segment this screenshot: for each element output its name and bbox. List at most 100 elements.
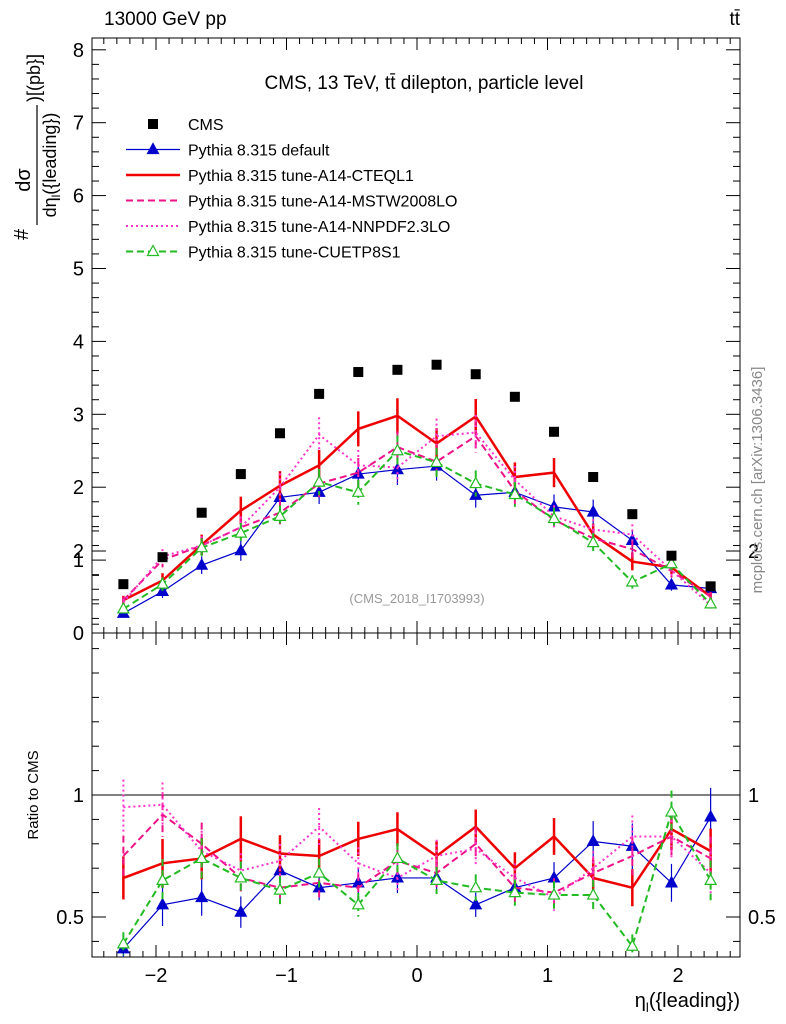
legend-label: Pythia 8.315 tune-A14-MSTW2008LO [188, 194, 457, 211]
cms-data-point [705, 581, 716, 592]
triangle-marker [664, 875, 678, 888]
x-tick-label: 1 [542, 965, 553, 987]
triangle-marker [156, 873, 170, 885]
ratio-tick-label-right: 2 [748, 541, 759, 563]
triangle-marker [547, 511, 561, 524]
mcplots-label: mcplots.cern.ch [arXiv:1306.3436] [749, 367, 766, 594]
legend: CMS Pythia 8.315 default Pythia 8.315 tune… [126, 117, 457, 262]
y-tick-label: 0 [73, 623, 84, 645]
cms-data-point [274, 428, 285, 439]
legend-label: Pythia 8.315 tune-A14-NNPDF2.3LO [188, 219, 450, 236]
triangle-marker [508, 487, 522, 500]
series-line [122, 813, 712, 894]
series-line [122, 414, 712, 602]
legend-entry: CMS [148, 117, 224, 134]
triangle-marker [116, 936, 130, 949]
chart-title: CMS, 13 TeV, tt̄ dilepton, particle leve… [265, 73, 584, 94]
x-tick-label: −1 [275, 965, 298, 987]
y-tick-label: 7 [73, 113, 84, 135]
triangle-marker [234, 904, 248, 917]
x-tick-label: 0 [411, 965, 422, 987]
cms-data-point [627, 509, 638, 520]
header-right: tt̄ [729, 9, 740, 30]
triangle-marker [508, 885, 522, 898]
x-axis-label: ηl({leading}) [635, 990, 740, 1015]
y-label-units: )[(pb}] [24, 54, 44, 102]
triangle-marker [351, 897, 365, 910]
y-tick-label: 6 [73, 186, 84, 208]
ratio-tick-label-left: 0.5 [56, 907, 84, 929]
ratio-series-pythia-8-315-default [116, 787, 718, 957]
legend-label: Pythia 8.315 tune-CUETP8S1 [188, 245, 401, 262]
triangle-marker [234, 870, 248, 883]
data-marks [116, 359, 718, 957]
triangle-marker [234, 543, 248, 556]
legend-entry: Pythia 8.315 tune-CUETP8S1 [126, 244, 401, 262]
y-label-denominator: dηl({leading}) [40, 113, 63, 218]
x-tick-label: 2 [672, 965, 683, 987]
x-tick-label: −2 [145, 965, 168, 987]
y-label-numerator: dσ [13, 168, 35, 192]
triangle-marker [664, 804, 678, 817]
series-line [122, 434, 712, 601]
header-left: 13000 GeV pp [104, 9, 227, 30]
ratio-y-label: Ratio to CMS [25, 750, 42, 839]
triangle-marker [664, 556, 678, 569]
legend-triangle-icon [146, 142, 160, 155]
ratio-tick-label-left: 1 [73, 785, 84, 807]
legend-triangle-icon [146, 244, 160, 257]
cms-data-point [549, 426, 560, 437]
triangle-marker [625, 939, 639, 951]
cms-data-point [666, 550, 677, 561]
y-label-hash: # [11, 228, 33, 240]
series-line [122, 449, 712, 610]
ratio-tick-label-left: 2 [73, 541, 84, 563]
legend-label: CMS [188, 117, 224, 134]
legend-square-icon [148, 119, 158, 129]
cms-data-point [509, 391, 520, 402]
triangle-marker [586, 504, 600, 517]
triangle-marker [664, 577, 678, 590]
series-line [122, 809, 712, 949]
y-tick-label: 2 [73, 477, 84, 499]
main-series-cms [118, 359, 716, 592]
cms-data-point [392, 364, 403, 375]
series-line [122, 431, 712, 607]
legend-label: Pythia 8.315 default [188, 143, 330, 160]
ratio-tick-label-right: 0.5 [748, 907, 776, 929]
analysis-watermark: (CMS_2018_I1703993) [349, 591, 484, 606]
triangle-marker [195, 890, 209, 903]
legend-label: Pythia 8.315 tune-A14-CTEQL1 [188, 168, 414, 185]
legend-entry: Pythia 8.315 tune-A14-NNPDF2.3LO [126, 219, 450, 236]
triangle-marker [156, 897, 170, 910]
triangle-marker [704, 596, 718, 609]
cms-data-point [353, 367, 364, 378]
y-tick-label: 3 [73, 404, 84, 426]
y-tick-label: 8 [73, 40, 84, 62]
triangle-marker [195, 851, 209, 864]
ratio-series-pythia-8-315-tune-cuetp8s1 [116, 790, 718, 957]
y-tick-label: 4 [73, 331, 84, 353]
series-line [123, 465, 711, 614]
triangle-marker [195, 540, 209, 553]
legend-entry: Pythia 8.315 default [126, 142, 330, 160]
triangle-marker [390, 851, 404, 864]
series-line [122, 816, 712, 950]
series-line [122, 825, 712, 890]
cms-data-point [235, 469, 246, 480]
series-line [123, 803, 712, 899]
triangle-marker [312, 865, 326, 878]
triangle-marker [704, 809, 718, 822]
cms-data-point [588, 471, 599, 482]
triangle-marker [704, 873, 718, 885]
main-series-pythia-8-315-tune-cuetp8s1 [116, 435, 718, 614]
main-series-pythia-8-315-tune-a14-mstw2008lo [122, 419, 712, 604]
cms-data-point [157, 552, 168, 563]
triangle-marker [430, 455, 444, 468]
triangle-marker [430, 873, 444, 885]
triangle-marker [351, 485, 365, 497]
triangle-marker [195, 557, 209, 570]
ratio-tick-label-right: 1 [748, 785, 759, 807]
